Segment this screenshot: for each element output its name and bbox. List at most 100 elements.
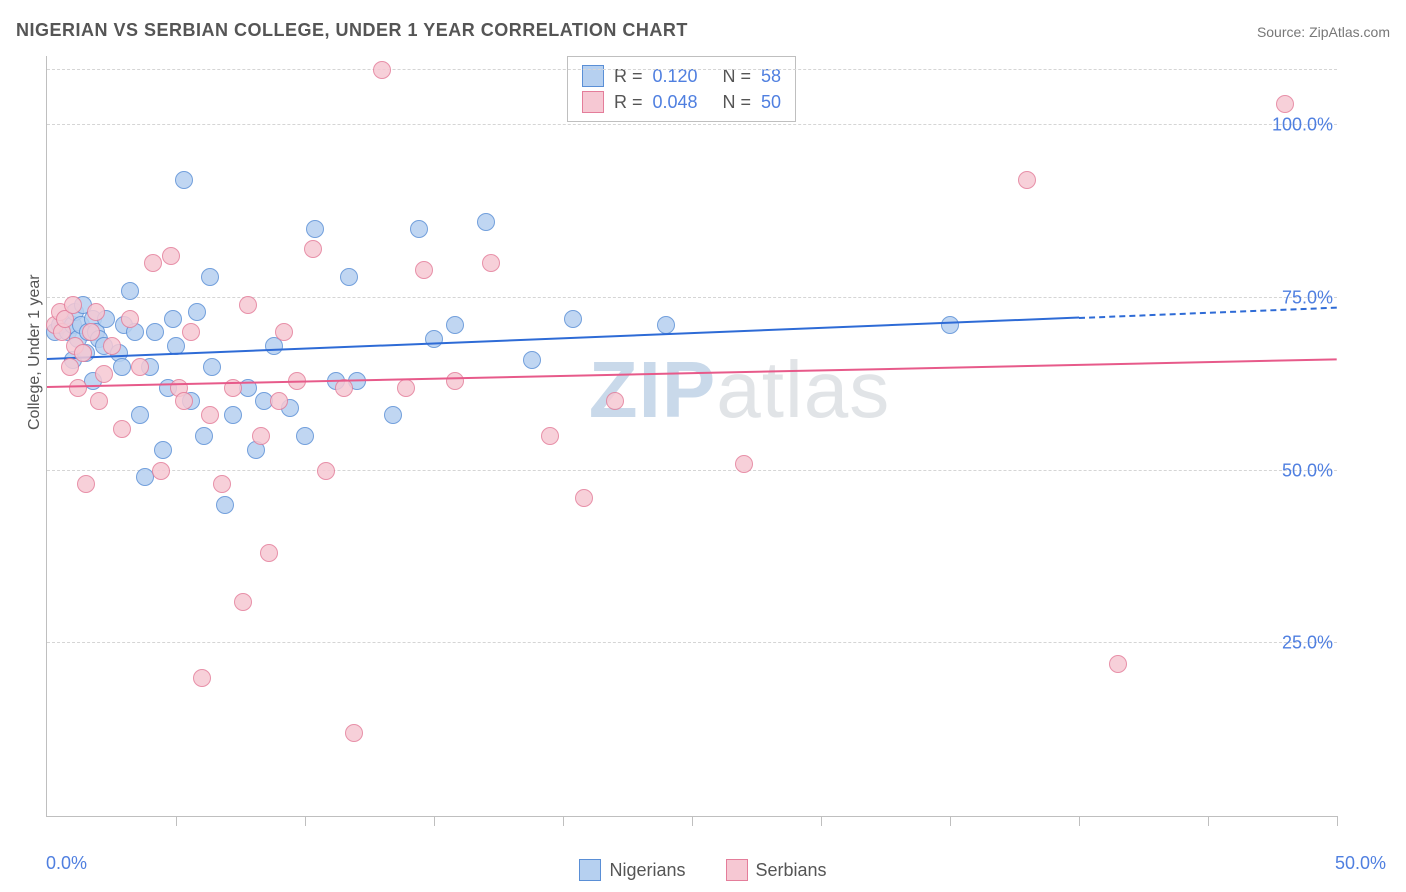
scatter-point bbox=[131, 406, 149, 424]
scatter-point bbox=[234, 593, 252, 611]
scatter-point bbox=[216, 496, 234, 514]
watermark-light: atlas bbox=[716, 345, 890, 434]
y-axis-value: 100.0% bbox=[1272, 115, 1337, 136]
gridline bbox=[47, 297, 1337, 298]
trend-line-dashed bbox=[1079, 306, 1337, 318]
x-tick bbox=[692, 816, 693, 826]
scatter-point bbox=[152, 462, 170, 480]
legend-swatch bbox=[726, 859, 748, 881]
scatter-point bbox=[735, 455, 753, 473]
scatter-point bbox=[87, 303, 105, 321]
x-tick bbox=[563, 816, 564, 826]
legend-stats-row: R = 0.048 N = 50 bbox=[582, 89, 781, 115]
scatter-point bbox=[224, 406, 242, 424]
legend-n-value: 50 bbox=[761, 92, 781, 113]
x-axis-label-max: 50.0% bbox=[1335, 853, 1386, 874]
y-axis-label: College, Under 1 year bbox=[26, 274, 44, 430]
scatter-point bbox=[175, 171, 193, 189]
scatter-point bbox=[1018, 171, 1036, 189]
legend-series-item: Nigerians bbox=[579, 859, 685, 881]
scatter-point bbox=[188, 303, 206, 321]
gridline bbox=[47, 124, 1337, 125]
scatter-point bbox=[564, 310, 582, 328]
chart-container: NIGERIAN VS SERBIAN COLLEGE, UNDER 1 YEA… bbox=[0, 0, 1406, 892]
y-axis-value: 50.0% bbox=[1282, 460, 1337, 481]
scatter-point bbox=[340, 268, 358, 286]
legend-stats-row: R =0.120N =58 bbox=[582, 63, 781, 89]
x-axis-label-min: 0.0% bbox=[46, 853, 87, 874]
legend-series-label: Nigerians bbox=[609, 860, 685, 881]
scatter-point bbox=[260, 544, 278, 562]
scatter-point bbox=[201, 268, 219, 286]
scatter-point bbox=[410, 220, 428, 238]
scatter-point bbox=[373, 61, 391, 79]
scatter-point bbox=[239, 296, 257, 314]
gridline bbox=[47, 470, 1337, 471]
watermark-bold: ZIP bbox=[589, 345, 716, 434]
scatter-point bbox=[415, 261, 433, 279]
x-tick bbox=[176, 816, 177, 826]
x-tick bbox=[1079, 816, 1080, 826]
scatter-point bbox=[182, 323, 200, 341]
scatter-point bbox=[477, 213, 495, 231]
legend-swatch bbox=[582, 91, 604, 113]
scatter-point bbox=[61, 358, 79, 376]
scatter-point bbox=[90, 392, 108, 410]
trend-line bbox=[47, 317, 1079, 360]
scatter-point bbox=[154, 441, 172, 459]
x-tick bbox=[950, 816, 951, 826]
legend-r-label: R = bbox=[614, 92, 643, 113]
scatter-point bbox=[397, 379, 415, 397]
scatter-point bbox=[306, 220, 324, 238]
scatter-point bbox=[82, 323, 100, 341]
scatter-point bbox=[304, 240, 322, 258]
scatter-point bbox=[657, 316, 675, 334]
source-attribution: Source: ZipAtlas.com bbox=[1257, 24, 1390, 40]
legend-series: Nigerians Serbians bbox=[0, 859, 1406, 886]
scatter-point bbox=[482, 254, 500, 272]
x-tick bbox=[821, 816, 822, 826]
scatter-point bbox=[345, 724, 363, 742]
x-tick bbox=[434, 816, 435, 826]
scatter-point bbox=[162, 247, 180, 265]
scatter-point bbox=[252, 427, 270, 445]
legend-r-value: 0.048 bbox=[653, 92, 713, 113]
scatter-point bbox=[541, 427, 559, 445]
y-axis-value: 75.0% bbox=[1282, 287, 1337, 308]
x-tick bbox=[305, 816, 306, 826]
scatter-point bbox=[446, 372, 464, 390]
scatter-point bbox=[121, 310, 139, 328]
gridline bbox=[47, 642, 1337, 643]
legend-n-label: N = bbox=[723, 92, 752, 113]
scatter-point bbox=[270, 392, 288, 410]
scatter-point bbox=[77, 475, 95, 493]
x-tick bbox=[1208, 816, 1209, 826]
scatter-point bbox=[193, 669, 211, 687]
gridline bbox=[47, 69, 1337, 70]
scatter-point bbox=[164, 310, 182, 328]
scatter-point bbox=[523, 351, 541, 369]
scatter-point bbox=[213, 475, 231, 493]
scatter-point bbox=[64, 296, 82, 314]
legend-stats: R =0.120N =58 R = 0.048 N = 50 bbox=[567, 56, 796, 122]
scatter-point bbox=[203, 358, 221, 376]
scatter-point bbox=[606, 392, 624, 410]
scatter-point bbox=[121, 282, 139, 300]
scatter-point bbox=[69, 379, 87, 397]
scatter-point bbox=[317, 462, 335, 480]
scatter-point bbox=[575, 489, 593, 507]
watermark: ZIPatlas bbox=[589, 344, 890, 436]
scatter-point bbox=[195, 427, 213, 445]
scatter-point bbox=[146, 323, 164, 341]
scatter-point bbox=[131, 358, 149, 376]
scatter-point bbox=[113, 358, 131, 376]
scatter-point bbox=[425, 330, 443, 348]
scatter-point bbox=[201, 406, 219, 424]
plot-area: ZIPatlas R =0.120N =58R =0.048N =50 25.0… bbox=[46, 56, 1337, 817]
scatter-point bbox=[275, 323, 293, 341]
scatter-point bbox=[103, 337, 121, 355]
scatter-point bbox=[941, 316, 959, 334]
legend-series-item: Serbians bbox=[726, 859, 827, 881]
scatter-point bbox=[113, 420, 131, 438]
chart-title: NIGERIAN VS SERBIAN COLLEGE, UNDER 1 YEA… bbox=[16, 20, 688, 41]
